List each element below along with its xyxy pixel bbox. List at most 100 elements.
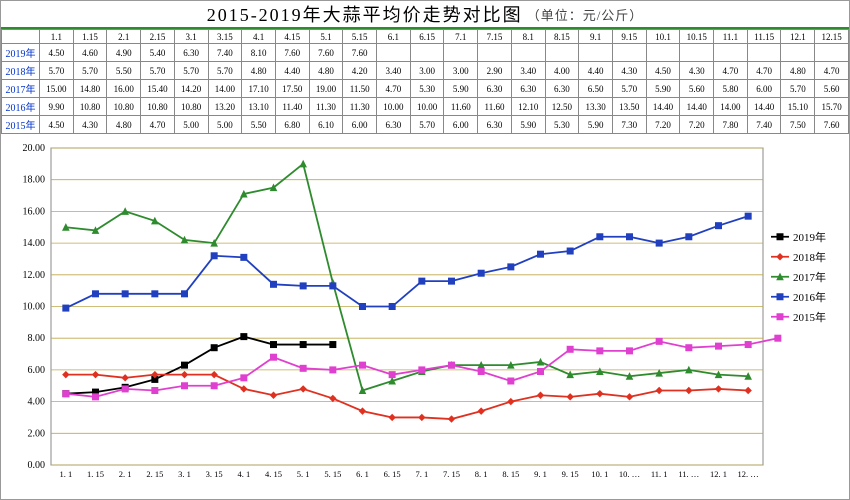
svg-text:14.00: 14.00: [23, 238, 46, 249]
svg-text:6.00: 6.00: [28, 365, 46, 376]
cell: 4.70: [141, 116, 175, 134]
col-header: 6.1: [377, 30, 411, 44]
cell: 10.00: [377, 98, 411, 116]
cell: 13.50: [612, 98, 646, 116]
col-header: 10.15: [680, 30, 714, 44]
cell: 4.50: [646, 62, 680, 80]
col-header: 6.15: [410, 30, 444, 44]
table-row: 2015年4.504.304.804.705.005.005.506.806.1…: [2, 116, 849, 134]
col-header: 5.1: [309, 30, 343, 44]
cell: 5.70: [208, 62, 242, 80]
cell: 5.70: [410, 116, 444, 134]
cell: 14.40: [747, 98, 781, 116]
svg-text:12. 1: 12. 1: [710, 469, 727, 479]
cell: 15.70: [815, 98, 849, 116]
svg-text:4. 1: 4. 1: [237, 469, 250, 479]
cell: 5.90: [444, 80, 478, 98]
svg-text:16.00: 16.00: [23, 206, 46, 217]
cell: 15.00: [40, 80, 74, 98]
cell: 5.00: [174, 116, 208, 134]
cell: 7.60: [309, 44, 343, 62]
cell: 14.40: [646, 98, 680, 116]
cell: 4.80: [107, 116, 141, 134]
cell: 5.80: [714, 80, 748, 98]
cell: 10.80: [141, 98, 175, 116]
row-header: 2016年: [2, 98, 40, 116]
svg-text:11. …: 11. …: [678, 469, 699, 479]
cell: 11.50: [343, 80, 377, 98]
cell: 12.50: [545, 98, 579, 116]
cell: 5.70: [174, 62, 208, 80]
cell: 19.00: [309, 80, 343, 98]
cell: 13.20: [208, 98, 242, 116]
cell: 7.60: [815, 116, 849, 134]
cell: 4.70: [815, 62, 849, 80]
cell: 4.30: [680, 62, 714, 80]
cell: 4.90: [107, 44, 141, 62]
cell: 14.40: [680, 98, 714, 116]
cell: 4.80: [242, 62, 276, 80]
col-header: 8.15: [545, 30, 579, 44]
cell: 4.80: [309, 62, 343, 80]
cell: 6.80: [275, 116, 309, 134]
svg-text:9. 15: 9. 15: [562, 469, 579, 479]
cell: 14.20: [174, 80, 208, 98]
cell: 14.00: [714, 98, 748, 116]
svg-text:4. 15: 4. 15: [265, 469, 282, 479]
cell: [478, 44, 512, 62]
svg-text:0.00: 0.00: [28, 460, 46, 471]
chart-panel: 2015-2019年大蒜平均价走势对比图 （单位：元/公斤） 1.11.152.…: [0, 0, 850, 500]
cell: 11.60: [444, 98, 478, 116]
cell: [545, 44, 579, 62]
cell: 6.30: [511, 80, 545, 98]
cell: 4.70: [377, 80, 411, 98]
svg-text:8.00: 8.00: [28, 333, 46, 344]
cell: 7.40: [747, 116, 781, 134]
cell: 2.90: [478, 62, 512, 80]
cell: 4.40: [579, 62, 613, 80]
cell: [511, 44, 545, 62]
cell: 5.70: [781, 80, 815, 98]
col-header: 2.15: [141, 30, 175, 44]
svg-text:20.00: 20.00: [23, 143, 46, 154]
col-header: 4.15: [275, 30, 309, 44]
cell: [714, 44, 748, 62]
cell: 15.10: [781, 98, 815, 116]
svg-text:6. 15: 6. 15: [384, 469, 401, 479]
cell: 16.00: [107, 80, 141, 98]
cell: 11.60: [478, 98, 512, 116]
cell: 4.80: [781, 62, 815, 80]
title-bar: 2015-2019年大蒜平均价走势对比图 （单位：元/公斤）: [1, 1, 849, 29]
cell: 4.70: [714, 62, 748, 80]
cell: 5.60: [815, 80, 849, 98]
cell: [444, 44, 478, 62]
cell: 5.70: [40, 62, 74, 80]
cell: 17.50: [275, 80, 309, 98]
chart-unit: （单位：元/公斤）: [527, 5, 644, 24]
cell: 6.30: [478, 80, 512, 98]
data-table: 1.11.152.12.153.13.154.14.155.15.156.16.…: [1, 29, 849, 134]
svg-text:5. 1: 5. 1: [297, 469, 310, 479]
cell: 3.40: [511, 62, 545, 80]
cell: 7.50: [781, 116, 815, 134]
cell: 6.30: [174, 44, 208, 62]
svg-text:1. 15: 1. 15: [87, 469, 104, 479]
svg-text:1. 1: 1. 1: [59, 469, 72, 479]
cell: [410, 44, 444, 62]
cell: 3.00: [410, 62, 444, 80]
svg-text:9. 1: 9. 1: [534, 469, 547, 479]
cell: 4.50: [40, 116, 74, 134]
cell: 7.40: [208, 44, 242, 62]
cell: 6.30: [478, 116, 512, 134]
svg-text:10.00: 10.00: [23, 302, 46, 313]
cell: 5.70: [141, 62, 175, 80]
cell: 4.00: [545, 62, 579, 80]
cell: 10.80: [73, 98, 107, 116]
svg-text:3. 15: 3. 15: [206, 469, 223, 479]
cell: 4.60: [73, 44, 107, 62]
cell: 7.80: [714, 116, 748, 134]
cell: 3.40: [377, 62, 411, 80]
col-header: 3.15: [208, 30, 242, 44]
table-row: 2016年9.9010.8010.8010.8010.8013.2013.101…: [2, 98, 849, 116]
line-chart: 0.002.004.006.008.0010.0012.0014.0016.00…: [9, 138, 841, 493]
